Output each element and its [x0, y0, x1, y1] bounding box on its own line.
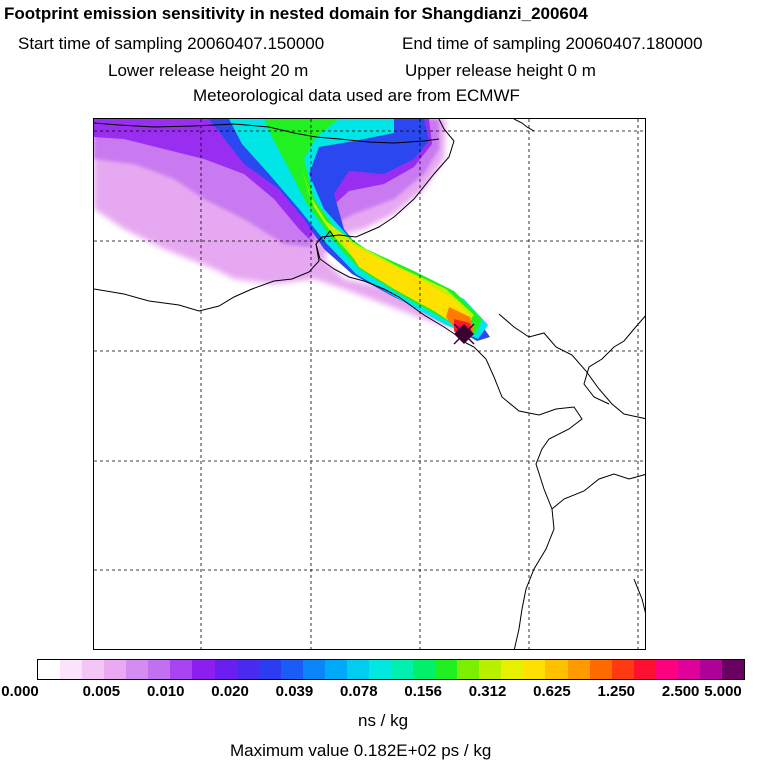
colorbar-segment: [721, 660, 744, 679]
colorbar-units: ns / kg: [358, 711, 409, 730]
colorbar: [37, 659, 745, 680]
colorbar-segment: [699, 660, 722, 679]
receptor-marker: [453, 323, 475, 345]
colorbar-segment: [677, 660, 700, 679]
colorbar-segment: [280, 660, 303, 679]
colorbar-segment: [413, 660, 436, 679]
emission-plume: [94, 119, 490, 341]
colorbar-segment: [302, 660, 325, 679]
colorbar-segment: [633, 660, 656, 679]
plume-yellow: [342, 239, 472, 329]
colorbar-segment: [479, 660, 502, 679]
colorbar-tick-label: 0.005: [82, 683, 121, 700]
colorbar-tick-label: 0.156: [404, 683, 442, 700]
colorbar-segment: [192, 660, 215, 679]
colorbar-segment: [126, 660, 149, 679]
colorbar-tick-label: 1.250: [597, 683, 636, 700]
colorbar-segment: [611, 660, 634, 679]
colorbar-tick-label: 0.039: [275, 683, 314, 700]
coastlines: [94, 119, 645, 649]
colorbar-segment: [38, 660, 61, 679]
colorbar-segment: [391, 660, 414, 679]
colorbar-tick-label: 0.625: [533, 683, 571, 700]
start-time-label: Start time of sampling 20060407.150000: [18, 34, 325, 53]
colorbar-tick-label: 5.000: [704, 683, 742, 700]
colorbar-segment: [214, 660, 237, 679]
colorbar-segment: [346, 660, 369, 679]
colorbar-segment: [567, 660, 590, 679]
colorbar-tick-label: 0.312: [468, 683, 507, 700]
plume-green: [264, 119, 482, 334]
met-data-label: Meteorological data used are from ECMWF: [193, 86, 520, 105]
lower-height-label: Lower release height 20 m: [108, 61, 309, 80]
colorbar-segment: [589, 660, 612, 679]
colorbar-tick-label: 0.000: [1, 683, 39, 700]
map-canvas: [94, 119, 645, 649]
colorbar-segment: [368, 660, 391, 679]
colorbar-segment: [545, 660, 568, 679]
colorbar-tick-label: 0.010: [146, 683, 185, 700]
colorbar-segment: [324, 660, 347, 679]
colorbar-segment: [236, 660, 259, 679]
plot-title: Footprint emission sensitivity in nested…: [4, 4, 588, 23]
colorbar-segment: [655, 660, 678, 679]
map-panel: [93, 118, 646, 650]
end-time-label: End time of sampling 20060407.180000: [402, 34, 703, 53]
colorbar-segment: [501, 660, 524, 679]
upper-height-label: Upper release height 0 m: [405, 61, 596, 80]
grid-lines: [94, 119, 645, 649]
colorbar-segment: [82, 660, 105, 679]
colorbar-segment: [523, 660, 546, 679]
maximum-value-label: Maximum value 0.182E+02 ps / kg: [230, 741, 492, 760]
colorbar-tick-label: 2.500: [661, 683, 700, 700]
colorbar-tick-label: 0.078: [340, 683, 378, 700]
colorbar-segment: [148, 660, 171, 679]
colorbar-segment: [170, 660, 193, 679]
colorbar-segment: [457, 660, 480, 679]
colorbar-segment: [435, 660, 458, 679]
colorbar-segment: [60, 660, 83, 679]
colorbar-segment: [258, 660, 281, 679]
colorbar-tick-label: 0.020: [211, 683, 249, 700]
colorbar-segment: [104, 660, 127, 679]
